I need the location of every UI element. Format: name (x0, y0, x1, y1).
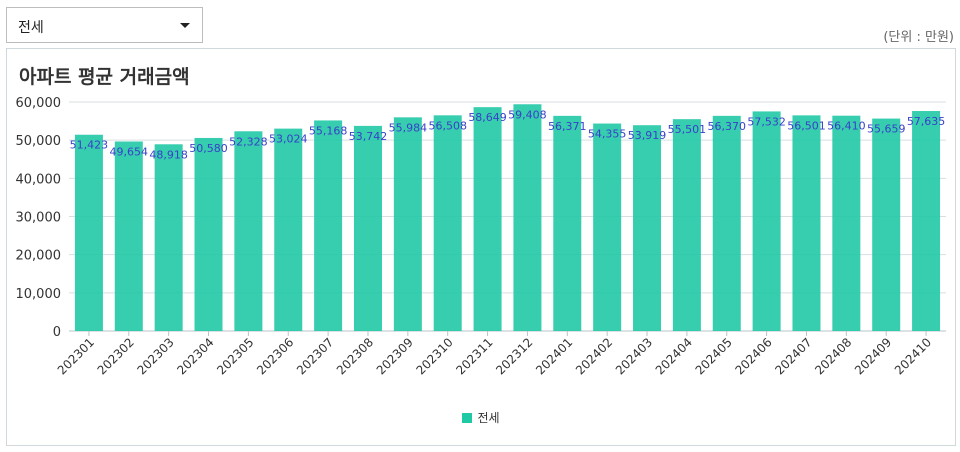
bar-value-label: 58,649 (468, 111, 507, 124)
bar-value-label: 56,508 (428, 119, 467, 132)
bar-value-label: 55,168 (309, 124, 348, 137)
bar (274, 128, 303, 331)
y-tick-label: 20,000 (16, 249, 62, 264)
x-tick-label: 202304 (174, 335, 216, 377)
x-tick-label: 202305 (214, 335, 256, 377)
bar (752, 111, 781, 332)
y-tick-label: 30,000 (16, 211, 62, 226)
legend-label: 전세 (477, 411, 500, 425)
bar-value-label: 51,423 (70, 139, 109, 152)
bar (832, 115, 861, 331)
bar (513, 104, 542, 332)
chevron-down-icon (180, 23, 190, 28)
bar (593, 123, 622, 332)
bar (114, 141, 143, 331)
bar (433, 115, 462, 332)
legend-swatch (462, 413, 473, 423)
bar-value-label: 59,408 (508, 108, 547, 121)
bar-value-label: 56,410 (827, 120, 866, 133)
x-tick-label: 202307 (294, 335, 336, 377)
dropdown-selected-value: 전세 (18, 20, 44, 36)
x-tick-label: 202302 (95, 335, 137, 377)
y-tick-label: 40,000 (16, 172, 62, 187)
bar-value-label: 53,919 (628, 129, 667, 142)
bar (74, 134, 103, 331)
bar-value-label: 50,580 (189, 142, 228, 155)
y-tick-label: 10,000 (16, 287, 62, 302)
bar (912, 111, 941, 331)
y-tick-label: 60,000 (16, 96, 62, 111)
bar-value-label: 57,635 (907, 115, 946, 128)
x-tick-label: 202308 (334, 335, 376, 377)
region-dropdown[interactable]: 전세 (6, 7, 203, 43)
bar-value-label: 55,659 (867, 123, 906, 136)
y-tick-label: 50,000 (16, 134, 62, 149)
bar-value-label: 48,918 (149, 148, 188, 161)
bar (872, 118, 901, 332)
x-tick-label: 202407 (772, 335, 814, 377)
bar (633, 125, 662, 331)
bar-value-label: 53,024 (269, 133, 308, 146)
x-tick-label: 202405 (693, 335, 735, 377)
x-tick-label: 202311 (453, 335, 495, 377)
x-tick-label: 202408 (812, 335, 854, 377)
bar (154, 144, 183, 331)
chart-panel: 아파트 평균 거래금액 0 10,000 20,000 30,000 40,000 50,… (6, 48, 956, 446)
x-tick-label: 202309 (374, 335, 416, 377)
bar (712, 115, 741, 332)
x-tick-label: 202404 (653, 335, 695, 377)
y-tick-label: 0 (53, 325, 61, 340)
chart-legend: 전세 (7, 409, 955, 426)
bar-value-label: 57,532 (747, 115, 786, 128)
bar-value-label: 55,501 (668, 123, 707, 136)
bar-value-label: 56,501 (787, 119, 826, 132)
x-tick-label: 202410 (892, 335, 934, 377)
bar (672, 119, 701, 332)
x-tick-label: 202403 (613, 335, 655, 377)
bar (393, 117, 422, 332)
bar (353, 125, 382, 331)
bar-value-label: 56,371 (548, 120, 587, 133)
bar (234, 131, 263, 331)
unit-note: (단위 : 만원) (883, 30, 954, 45)
x-tick-label: 202401 (533, 335, 575, 377)
bar (792, 115, 821, 331)
x-tick-label: 202402 (573, 335, 615, 377)
bar-chart: 0 10,000 20,000 30,000 40,000 50,000 60,000 51,… (16, 96, 946, 378)
chart-title: 아파트 평균 거래금액 (19, 66, 190, 88)
x-tick-label: 202306 (254, 335, 296, 377)
bar-value-label: 56,370 (708, 120, 747, 133)
bar-value-label: 54,355 (588, 128, 627, 141)
bar-value-label: 52,328 (229, 135, 268, 148)
x-tick-label: 202312 (493, 335, 535, 377)
bar (553, 115, 582, 332)
x-tick-label: 202406 (732, 335, 774, 377)
x-tick-label: 202409 (852, 335, 894, 377)
bar-value-label: 55,984 (389, 121, 428, 134)
x-tick-label: 202303 (134, 335, 176, 377)
bar (194, 137, 223, 331)
bar-value-label: 53,742 (349, 130, 388, 143)
bar (473, 107, 502, 331)
bar (314, 120, 343, 331)
x-tick-label: 202301 (55, 335, 97, 377)
bar-value-label: 49,654 (110, 145, 149, 158)
x-tick-label: 202310 (414, 335, 456, 377)
